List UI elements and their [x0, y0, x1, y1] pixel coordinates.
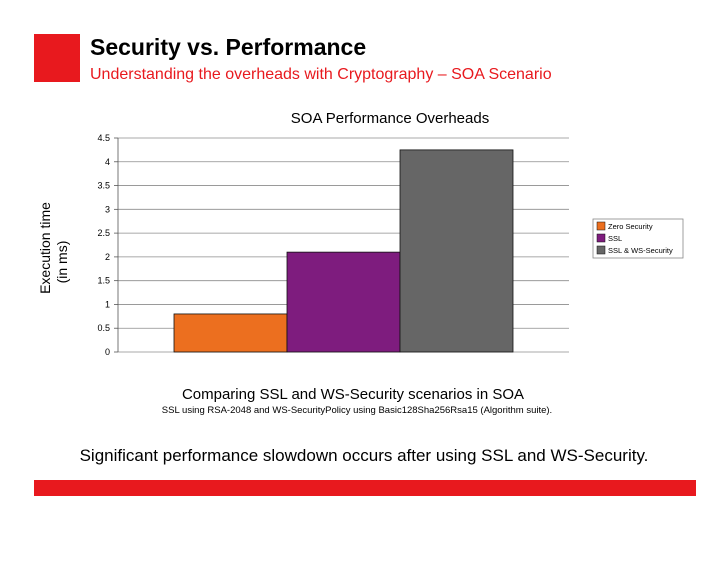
y-tick-label: 1.5 — [97, 276, 110, 286]
legend-label: SSL — [608, 234, 622, 243]
legend-swatch — [596, 245, 606, 255]
bar-zero-security — [173, 313, 288, 353]
bar-ssl-ws-security — [399, 149, 514, 353]
x-axis-label: Comparing SSL and WS-Security scenarios … — [182, 386, 524, 403]
conclusion-text: Significant performance slowdown occurs … — [79, 446, 649, 465]
y-axis-ticks: 0 0.5 1 1.5 2 2.5 3 3.5 4 4.5 — [97, 133, 118, 357]
y-axis-label-line2: (in ms) — [54, 241, 70, 284]
y-tick-label: 4 — [105, 157, 110, 167]
y-tick-label: 4.5 — [97, 133, 110, 143]
chart-title: SOA Performance Overheads — [291, 110, 489, 127]
legend-swatch — [596, 221, 606, 231]
bar-ssl — [286, 251, 401, 353]
performance-bar-chart: SOA Performance Overheads Execution time… — [37, 110, 684, 416]
y-tick-label: 2 — [105, 252, 110, 262]
bars — [173, 149, 514, 353]
legend-label: Zero Security — [608, 222, 653, 231]
y-axis-label-line1: Execution time — [37, 202, 53, 294]
red-footer-bar — [34, 480, 696, 496]
legend-box — [592, 218, 684, 259]
legend-label: SSL & WS-Security — [608, 246, 673, 255]
y-tick-label: 0 — [105, 347, 110, 357]
legend: Zero Security SSL SSL & WS-Security — [592, 218, 684, 259]
y-tick-label: 3.5 — [97, 181, 110, 191]
red-accent-block — [34, 34, 80, 82]
y-tick-label: 0.5 — [97, 323, 110, 333]
y-tick-label: 2.5 — [97, 228, 110, 238]
slide-subtitle: Understanding the overheads with Cryptog… — [90, 66, 552, 83]
slide-title: Security vs. Performance — [90, 34, 367, 60]
y-tick-label: 3 — [105, 204, 110, 214]
legend-swatch — [596, 233, 606, 243]
chart-caption: SSL using RSA-2048 and WS-SecurityPolicy… — [162, 405, 552, 416]
y-tick-label: 1 — [105, 299, 110, 309]
